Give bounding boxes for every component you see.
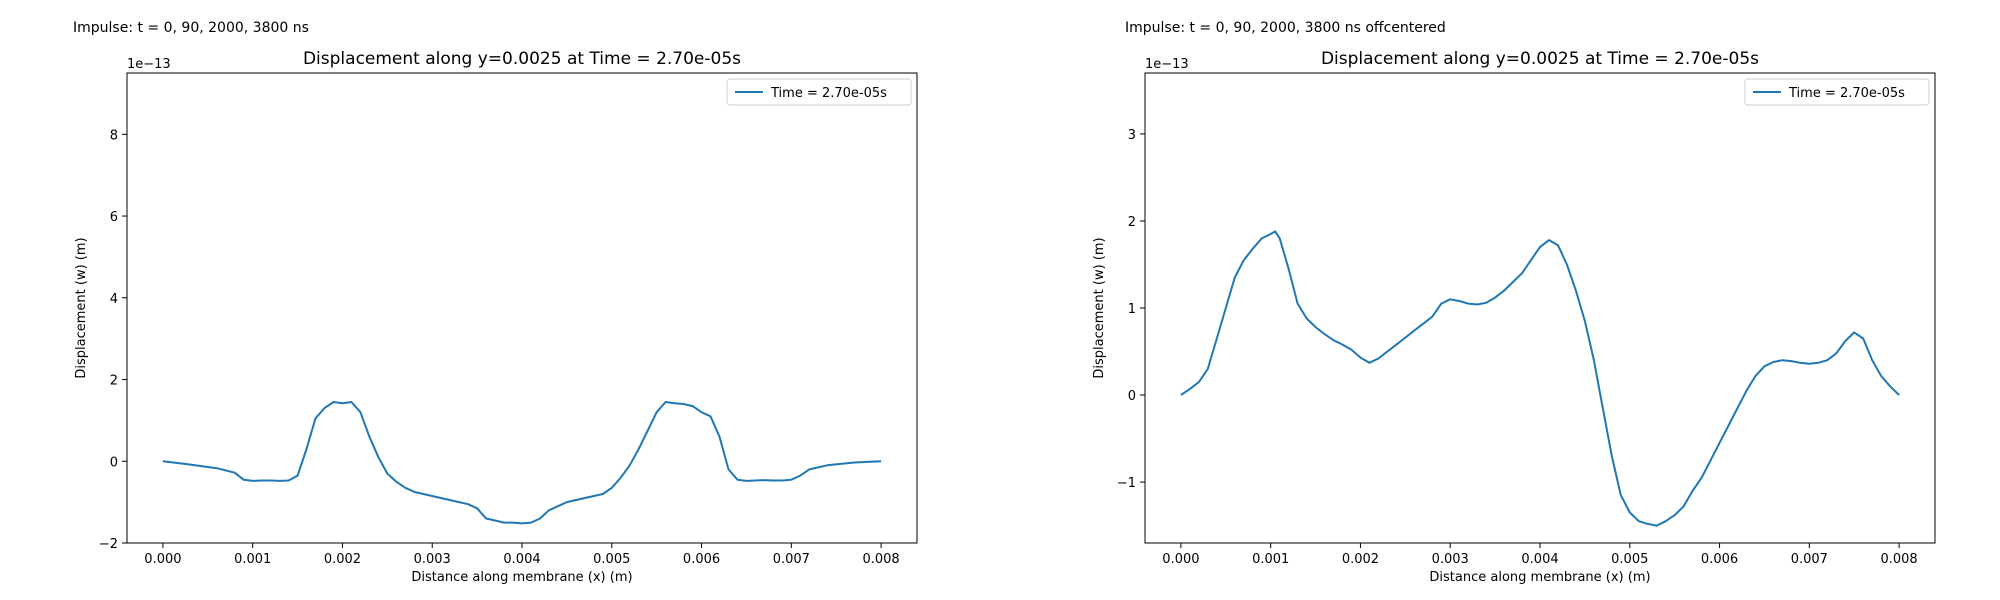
chart-left: Displacement along y=0.0025 at Time = 2.…: [74, 49, 918, 585]
legend-label: Time = 2.70e-05s: [1788, 86, 1905, 101]
panel-caption: Impulse: t = 0, 90, 2000, 3800 ns offcen…: [1125, 20, 1446, 36]
chart-panel-right: Impulse: t = 0, 90, 2000, 3800 ns offcen…: [1000, 0, 2000, 600]
x-axis-label: Distance along membrane (x) (m): [411, 570, 632, 585]
legend-label: Time = 2.70e-05s: [770, 86, 887, 101]
x-tick-label: 0.008: [1880, 552, 1917, 567]
y-axis-label: Displacement (w) (m): [74, 237, 89, 378]
y-tick-label: 4: [110, 292, 118, 307]
panel-caption: Impulse: t = 0, 90, 2000, 3800 ns: [73, 20, 309, 36]
x-tick-label: 0.004: [1521, 552, 1558, 567]
plot-frame: [1144, 72, 1936, 544]
plot-frame: [126, 72, 918, 544]
chart-title: Displacement along y=0.0025 at Time = 2.…: [303, 49, 741, 69]
y-tick-label: 1: [1128, 302, 1136, 317]
x-tick-label: 0.005: [1611, 552, 1648, 567]
y-tick-label: 8: [110, 128, 118, 143]
y-axis-label: Displacement (w) (m): [1092, 237, 1107, 378]
y-tick-label: −1: [1117, 476, 1136, 491]
y-tick-label: 0: [1128, 389, 1136, 404]
x-tick-label: 0.004: [503, 552, 540, 567]
legend: [1744, 78, 1930, 106]
legend: [726, 78, 912, 106]
x-tick-label: 0.007: [1791, 552, 1828, 567]
x-tick-label: 0.003: [414, 552, 451, 567]
y-offset-label: 1e−13: [1145, 57, 1189, 72]
chart-panel-left: Impulse: t = 0, 90, 2000, 3800 ns Displa…: [73, 20, 918, 585]
x-tick-label: 0.000: [144, 552, 181, 567]
x-tick-label: 0.008: [862, 552, 899, 567]
x-tick-label: 0.003: [1432, 552, 1469, 567]
y-tick-label: 2: [110, 374, 118, 389]
chart-right: Displacement along y=0.0025 at Time = 2.…: [1092, 49, 1936, 585]
x-tick-label: 0.001: [234, 552, 271, 567]
x-tick-label: 0.002: [1342, 552, 1379, 567]
x-tick-label: 0.007: [773, 552, 810, 567]
y-offset-label: 1e−13: [127, 57, 171, 72]
chart-title: Displacement along y=0.0025 at Time = 2.…: [1321, 49, 1759, 69]
y-tick-label: 0: [110, 455, 118, 470]
y-tick-label: −2: [99, 537, 118, 552]
x-tick-label: 0.006: [1701, 552, 1738, 567]
x-tick-label: 0.006: [683, 552, 720, 567]
y-tick-label: 3: [1128, 128, 1136, 143]
series-line: [1180, 230, 1900, 527]
y-tick-label: 2: [1128, 215, 1136, 230]
x-tick-label: 0.005: [593, 552, 630, 567]
series-line: [162, 401, 882, 525]
x-tick-label: 0.001: [1252, 552, 1289, 567]
x-tick-label: 0.000: [1162, 552, 1199, 567]
x-axis-label: Distance along membrane (x) (m): [1429, 570, 1650, 585]
y-tick-label: 6: [110, 210, 118, 225]
x-tick-label: 0.002: [324, 552, 361, 567]
